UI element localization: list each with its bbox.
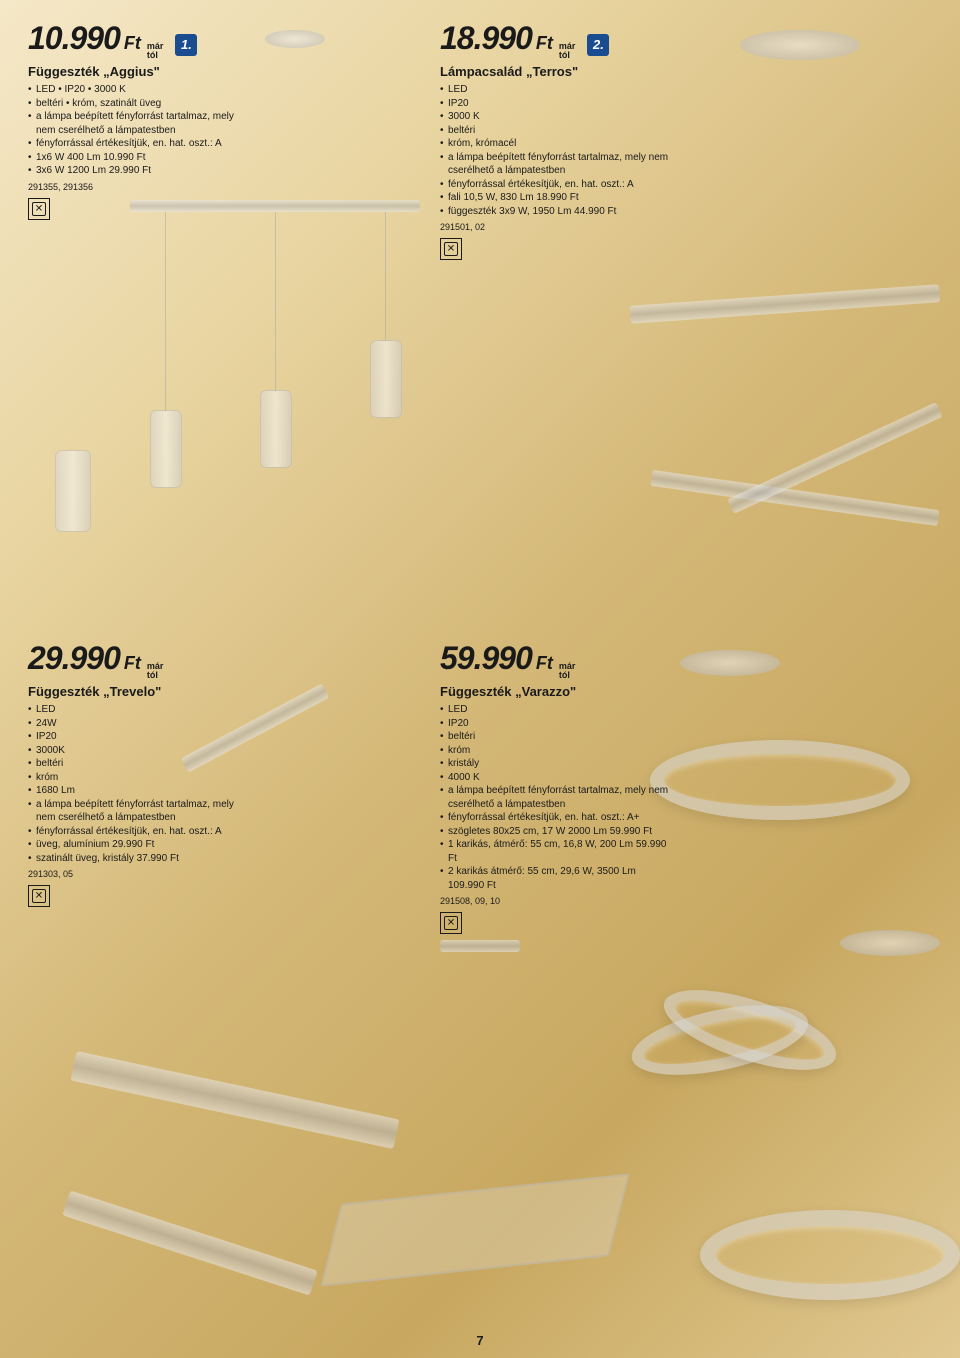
lamp-aggius-shade-2	[260, 390, 292, 468]
bullet-item: a lámpa beépített fényforrást tartalmaz,…	[440, 784, 670, 811]
price-suffix-2: tól	[147, 51, 164, 60]
bullet-item: LED	[440, 83, 670, 97]
lamp-aggius-canopy	[265, 30, 325, 48]
product-varazzo: 59.990 Ft már tól Függeszték „Varazzo" L…	[440, 640, 670, 939]
bullet-item: fényforrással értékesítjük, en. hat. osz…	[28, 825, 238, 839]
lamp-trevelo-bar-2	[70, 1051, 399, 1149]
bullet-item: 1680 Lm	[28, 784, 238, 798]
product-title: Lámpacsalád „Terros"	[440, 64, 670, 79]
lamp-aggius-shade-0	[55, 450, 91, 532]
bullet-item: króm	[28, 771, 238, 785]
lamp-aggius-wire-3	[385, 212, 386, 342]
bullet-item: fényforrással értékesítjük, en. hat. osz…	[28, 137, 248, 151]
bullet-item: LED	[440, 703, 670, 717]
product-title: Függeszték „Trevelo"	[28, 684, 238, 699]
bullet-list: LED24WIP203000Kbeltérikróm1680 Lma lámpa…	[28, 703, 238, 865]
bullet-item: a lámpa beépített fényforrást tartalmaz,…	[28, 798, 238, 825]
lamp-trevelo-canopy	[440, 940, 520, 952]
bullet-item: 1 karikás, átmérő: 55 cm, 16,8 W, 200 Lm…	[440, 838, 670, 865]
sku: 291303, 05	[28, 869, 238, 879]
product-terros: 18.990 Ft már tól 2. Lámpacsalád „Terros…	[440, 20, 670, 265]
lamp-trevelo-bar-3	[62, 1190, 317, 1295]
price-value: 59.990	[440, 640, 532, 677]
bullet-item: 24W	[28, 717, 238, 731]
price-suffix: már tól	[557, 42, 576, 60]
lamp-aggius-wire-1	[165, 212, 166, 412]
bullet-item: LED • IP20 • 3000 K	[28, 83, 248, 97]
bullet-item: beltéri • króm, szatinált üveg	[28, 97, 248, 111]
page-number: 7	[476, 1333, 483, 1348]
price-row: 59.990 Ft már tól	[440, 640, 670, 680]
bullet-item: 4000 K	[440, 771, 670, 785]
bullet-item: IP20	[28, 730, 238, 744]
price-suffix: már tól	[145, 42, 164, 60]
bullet-item: beltéri	[440, 730, 670, 744]
bullet-item: króm, krómacél	[440, 137, 670, 151]
price-value: 10.990	[28, 20, 120, 57]
bullet-item: IP20	[440, 97, 670, 111]
price-suffix-2: tól	[559, 671, 576, 680]
price-suffix-2: tól	[559, 51, 576, 60]
price-row: 29.990 Ft már tól	[28, 640, 238, 680]
no-exchange-icon	[28, 885, 50, 907]
product-title: Függeszték „Aggius"	[28, 64, 248, 79]
bullet-list: LEDIP203000 Kbeltérikróm, krómacéla lámp…	[440, 83, 670, 218]
lamp-varazzo-canopy-2	[840, 930, 940, 956]
price-value: 29.990	[28, 640, 120, 677]
lamp-aggius-shade-3	[370, 340, 402, 418]
bullet-item: fali 10,5 W, 830 Lm 18.990 Ft	[440, 191, 670, 205]
badge-1: 1.	[175, 34, 197, 56]
bullet-item: 2 karikás átmérő: 55 cm, 29,6 W, 3500 Lm…	[440, 865, 670, 892]
sku: 291501, 02	[440, 222, 670, 232]
bullet-list: LEDIP20beltérikrómkristály4000 Ka lámpa …	[440, 703, 670, 892]
bullet-item: fényforrással értékesítjük, en. hat. osz…	[440, 811, 670, 825]
lamp-varazzo-canopy-1	[680, 650, 780, 676]
price-currency: Ft	[124, 33, 141, 54]
bullet-item: 3000 K	[440, 110, 670, 124]
lamp-varazzo-ring-1	[650, 740, 910, 820]
price-currency: Ft	[124, 653, 141, 674]
price-row: 18.990 Ft már tól 2.	[440, 20, 670, 60]
bullet-item: kristály	[440, 757, 670, 771]
product-title: Függeszték „Varazzo"	[440, 684, 670, 699]
sku: 291508, 09, 10	[440, 896, 670, 906]
lamp-terros-canopy	[740, 30, 860, 60]
bullet-list: LED • IP20 • 3000 Kbeltéri • króm, szati…	[28, 83, 248, 178]
lamp-varazzo-ring-3	[700, 1210, 960, 1300]
price-currency: Ft	[536, 33, 553, 54]
product-aggius: 10.990 Ft már tól 1. Függeszték „Aggius"…	[28, 20, 248, 225]
no-exchange-icon	[440, 238, 462, 260]
product-trevelo: 29.990 Ft már tól Függeszték „Trevelo" L…	[28, 640, 238, 912]
bullet-item: 3x6 W 1200 Lm 29.990 Ft	[28, 164, 248, 178]
bullet-item: króm	[440, 744, 670, 758]
price-currency: Ft	[536, 653, 553, 674]
price-suffix-2: tól	[147, 671, 164, 680]
sku: 291355, 291356	[28, 182, 248, 192]
price-suffix: már tól	[145, 662, 164, 680]
bullet-item: a lámpa beépített fényforrást tartalmaz,…	[440, 151, 670, 178]
price-row: 10.990 Ft már tól 1.	[28, 20, 248, 60]
bullet-item: szatinált üveg, kristály 37.990 Ft	[28, 852, 238, 866]
bullet-item: 1x6 W 400 Lm 10.990 Ft	[28, 151, 248, 165]
lamp-aggius-shade-1	[150, 410, 182, 488]
bullet-item: a lámpa beépített fényforrást tartalmaz,…	[28, 110, 248, 137]
price-value: 18.990	[440, 20, 532, 57]
bullet-item: függeszték 3x9 W, 1950 Lm 44.990 Ft	[440, 205, 670, 219]
bullet-item: beltéri	[440, 124, 670, 138]
bullet-item: 3000K	[28, 744, 238, 758]
price-suffix: már tól	[557, 662, 576, 680]
lamp-trevelo-rect	[320, 1174, 629, 1287]
bullet-item: fényforrással értékesítjük, en. hat. osz…	[440, 178, 670, 192]
no-exchange-icon	[440, 912, 462, 934]
lamp-terros-bar-1	[630, 284, 941, 324]
bullet-item: üveg, alumínium 29.990 Ft	[28, 838, 238, 852]
lamp-aggius-wire-2	[275, 212, 276, 392]
bullet-item: IP20	[440, 717, 670, 731]
bullet-item: LED	[28, 703, 238, 717]
no-exchange-icon	[28, 198, 50, 220]
badge-2: 2.	[587, 34, 609, 56]
bullet-item: beltéri	[28, 757, 238, 771]
bullet-item: szögletes 80x25 cm, 17 W 2000 Lm 59.990 …	[440, 825, 670, 839]
